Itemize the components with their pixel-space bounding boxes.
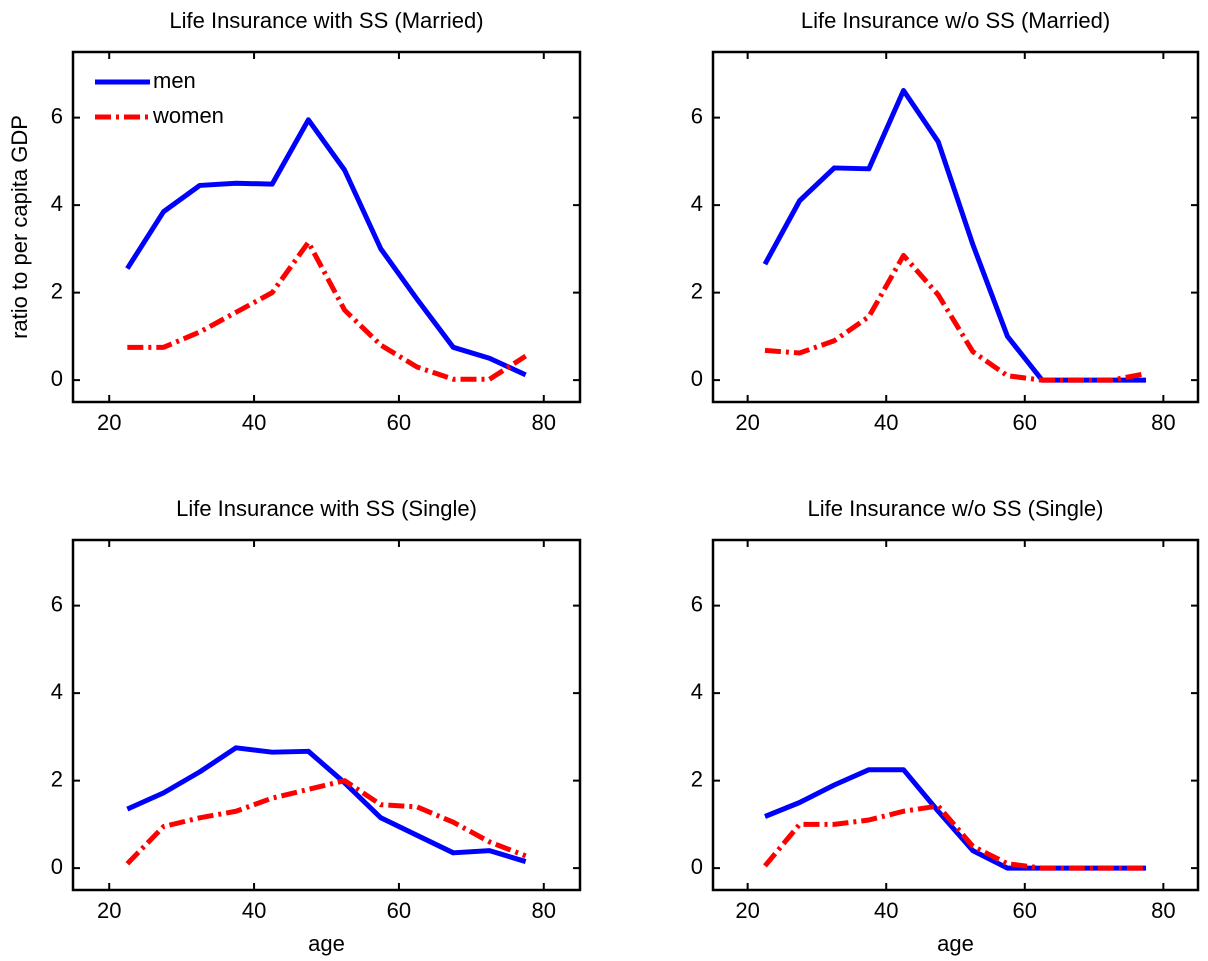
series-line [764,252,1147,383]
chart-title: Life Insurance w/o SS (Single) [808,496,1104,521]
x-tick-label: 60 [387,410,411,435]
series-line [762,88,1147,383]
y-tick-label: 0 [691,366,703,391]
y-tick-label: 6 [51,103,63,128]
chart-title: Life Insurance with SS (Married) [169,8,483,33]
x-tick-label: 20 [735,410,759,435]
x-tick-label: 80 [1151,410,1175,435]
legend-label: women [152,103,224,128]
x-tick-label: 40 [874,410,898,435]
y-tick-label: 4 [51,679,63,704]
plot-frame [71,50,582,404]
y-tick-label: 0 [691,854,703,879]
x-tick-label: 60 [1013,410,1037,435]
y-tick-label: 6 [51,591,63,616]
x-tick-label: 60 [387,898,411,923]
x-axis-label: age [308,931,345,956]
x-tick-label: 40 [874,898,898,923]
y-tick-label: 6 [691,591,703,616]
x-axis-label: age [937,931,974,956]
y-tick-label: 4 [691,191,703,216]
series-line [764,767,1147,871]
series-line [763,803,1147,871]
x-tick-label: 20 [97,898,121,923]
plot-frame [711,50,1200,404]
x-tick-label: 80 [532,410,556,435]
x-tick-label: 20 [735,898,759,923]
legend-label: men [153,68,196,93]
y-tick-label: 2 [691,766,703,791]
series-line [127,239,528,382]
y-tick-label: 0 [51,854,63,879]
y-axis-label: ratio to per capita GDP [7,115,32,339]
x-tick-label: 20 [97,410,121,435]
x-tick-label: 40 [242,898,266,923]
y-tick-label: 4 [691,679,703,704]
x-tick-label: 40 [242,410,266,435]
chart-title: Life Insurance with SS (Single) [176,496,477,521]
y-tick-label: 4 [51,191,63,216]
series-line [126,745,527,864]
x-tick-label: 80 [532,898,556,923]
plot-frame [71,538,582,892]
x-tick-label: 80 [1151,898,1175,923]
x-tick-label: 60 [1013,898,1037,923]
plot-frame [711,538,1200,892]
y-tick-label: 2 [51,766,63,791]
y-tick-label: 2 [51,278,63,303]
y-tick-label: 6 [691,103,703,128]
y-tick-label: 0 [51,366,63,391]
series-line [125,117,527,378]
chart-title: Life Insurance w/o SS (Married) [801,8,1110,33]
y-tick-label: 2 [691,278,703,303]
